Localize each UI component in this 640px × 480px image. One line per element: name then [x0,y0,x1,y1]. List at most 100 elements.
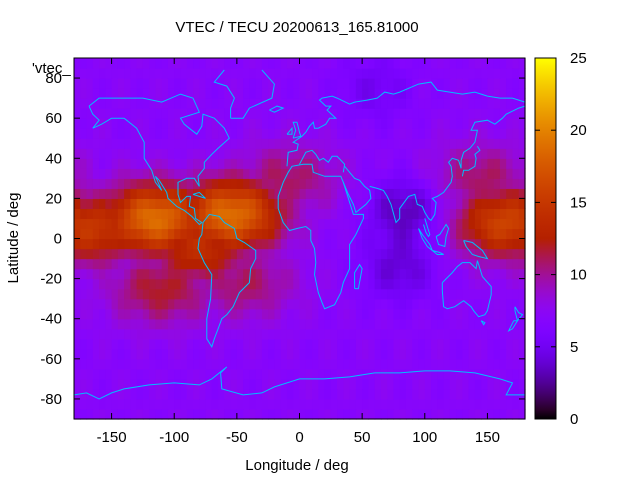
heatmap-cell [399,348,407,360]
heatmap-cell [161,298,169,310]
heatmap-cell [481,98,489,109]
heatmap-cell [99,108,106,119]
heatmap-cell [468,138,476,149]
heatmap-cell [399,228,407,240]
heatmap-cell [431,368,438,380]
heatmap-cell [343,388,351,400]
heatmap-cell [449,188,457,199]
heatmap-cell [105,288,113,300]
heatmap-cell [324,108,332,119]
heatmap-cell [349,218,357,230]
heatmap-cell [330,268,338,280]
heatmap-cell [305,188,313,199]
heatmap-cell [205,188,213,199]
heatmap-cell [199,168,207,179]
heatmap-cell [261,208,269,220]
heatmap-cell [330,108,338,119]
heatmap-cell [312,88,319,99]
heatmap-cell [424,398,432,410]
heatmap-cell [431,258,438,270]
heatmap-cell [243,68,250,79]
heatmap-cell [506,178,514,189]
heatmap-cell [136,258,144,270]
heatmap-cell [280,358,288,370]
heatmap-cell [412,318,420,330]
heatmap-cell [493,158,501,169]
heatmap-cell [512,258,520,270]
heatmap-cell [393,378,401,390]
y-tick-label: 60 [45,110,62,127]
heatmap-cell [431,148,438,159]
heatmap-cell [312,378,319,390]
heatmap-cell [149,288,157,300]
heatmap-cell [230,268,238,280]
heatmap-cell [236,358,244,370]
heatmap-cell [305,408,313,420]
heatmap-cell [243,288,250,300]
heatmap-cell [74,158,81,169]
heatmap-cell [437,258,445,270]
heatmap-cell [305,68,313,79]
heatmap-cell [362,178,369,189]
heatmap-cell [105,208,113,220]
heatmap-cell [349,158,357,169]
heatmap-cell [437,198,445,210]
heatmap-cell [349,78,357,89]
heatmap-cell [205,88,213,99]
heatmap-cell [387,268,395,280]
heatmap-cell [117,108,125,119]
heatmap-cell [105,228,113,240]
heatmap-cell [449,98,457,109]
heatmap-cell [393,258,401,270]
heatmap-cell [74,88,81,99]
x-axis: -150 -100 -50 0 50 100 150 [97,58,500,446]
heatmap-cell [130,98,138,109]
heatmap-cell [136,148,144,159]
heatmap-cell [193,398,200,410]
heatmap-cell [324,88,332,99]
heatmap-cell [111,298,119,310]
heatmap-cell [424,258,432,270]
heatmap-cell [487,338,495,350]
heatmap-cell [443,408,451,420]
heatmap-cell [199,388,207,400]
heatmap-cell [318,378,326,390]
heatmap-cell [399,258,407,270]
heatmap-cell [180,228,188,240]
heatmap-cell [92,68,100,79]
heatmap-cell [449,138,457,149]
heatmap-cell [149,128,157,139]
heatmap-cell [286,248,294,260]
heatmap-cell [493,348,501,360]
heatmap-cell [493,68,501,79]
heatmap-cell [506,268,514,280]
heatmap-cell [299,348,307,360]
heatmap-cell [305,238,313,250]
heatmap-cell [268,328,276,340]
heatmap-cell [487,258,495,270]
heatmap-cell [343,208,351,220]
heatmap-cell [193,348,200,360]
heatmap-cell [387,218,395,230]
heatmap-cell [393,348,401,360]
heatmap-cell [92,168,100,179]
heatmap-cell [493,218,501,230]
heatmap-cell [374,338,382,350]
heatmap-cell [468,168,476,179]
heatmap-cell [174,158,182,169]
heatmap-cell [124,118,131,129]
heatmap-cell [362,138,369,149]
heatmap-cell [149,248,157,260]
heatmap-cell [412,378,420,390]
heatmap-cell [518,78,526,89]
heatmap-cell [161,408,169,420]
heatmap-cell [368,128,376,139]
heatmap-cell [205,148,213,159]
heatmap-cell [468,268,476,280]
heatmap-cell [218,128,225,139]
heatmap-cell [355,238,363,250]
heatmap-cell [299,58,307,69]
heatmap-cell [268,308,276,320]
heatmap-cell [99,158,106,169]
heatmap-cell [443,298,451,310]
